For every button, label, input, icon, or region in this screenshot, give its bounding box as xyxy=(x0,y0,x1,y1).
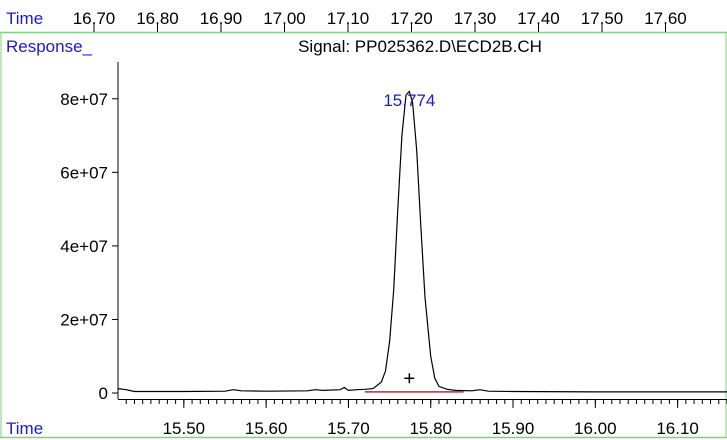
x-tick-label: 15.70 xyxy=(327,419,370,438)
top-axis-tick-label: 17.60 xyxy=(644,9,687,28)
x-tick-label: 16.10 xyxy=(656,419,699,438)
x-axis-title: Time xyxy=(6,419,43,438)
y-axis-ticks: 0 2e+07 4e+07 6e+07 8e+07 xyxy=(60,90,118,403)
x-tick-label: 15.50 xyxy=(163,419,206,438)
top-axis-tick-label: 17.20 xyxy=(390,9,433,28)
x-tick-label: 16.00 xyxy=(574,419,617,438)
top-axis-label: Time xyxy=(6,9,43,28)
y-tick-label: 2e+07 xyxy=(60,310,108,329)
peak-retention-time-label: 15.774 xyxy=(383,91,435,110)
chart-title: Signal: PP025362.D\ECD2B.CH xyxy=(298,37,542,56)
top-axis-tick-label: 16.70 xyxy=(73,9,116,28)
top-axis-tick-label: 16.80 xyxy=(136,9,179,28)
y-tick-label: 8e+07 xyxy=(60,90,108,109)
top-axis-tick-label: 17.40 xyxy=(517,9,560,28)
top-axis-tick-label: 17.50 xyxy=(581,9,624,28)
top-axis-tick-label: 17.30 xyxy=(454,9,497,28)
x-axis-ticks: 15.50 15.60 15.70 15.80 15.90 16.00 16.10 xyxy=(125,399,727,438)
top-axis-ticks: 16.70 16.80 16.90 17.00 17.10 17.20 17.30 17.40… xyxy=(73,9,687,32)
top-axis-tick-label: 17.00 xyxy=(263,9,306,28)
y-tick-label: 4e+07 xyxy=(60,237,108,256)
x-tick-label: 15.90 xyxy=(492,419,535,438)
x-tick-label: 15.60 xyxy=(245,419,288,438)
top-axis-tick-label: 16.90 xyxy=(200,9,243,28)
y-tick-label: 6e+07 xyxy=(60,163,108,182)
top-axis-tick-label: 17.10 xyxy=(327,9,370,28)
y-axis-title: Response_ xyxy=(6,37,93,56)
signal-trace xyxy=(117,90,727,393)
x-tick-label: 15.80 xyxy=(409,419,452,438)
plot-area: 15.774 xyxy=(117,90,727,393)
y-tick-label: 0 xyxy=(99,384,108,403)
